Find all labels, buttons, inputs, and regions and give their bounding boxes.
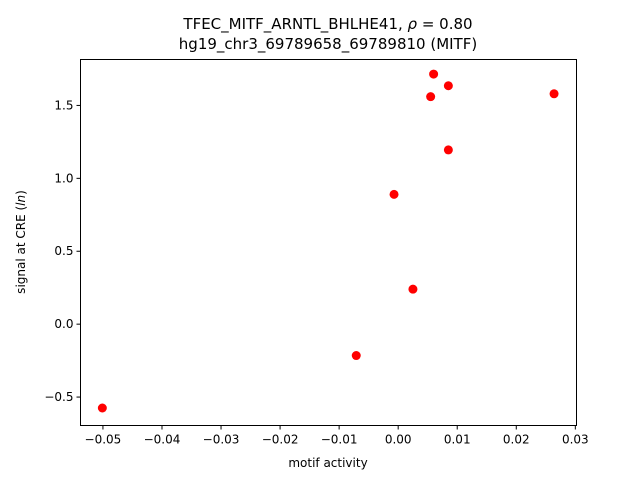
y-label-suffix: ) <box>14 190 28 195</box>
x-tick-label: 0.00 <box>385 433 412 447</box>
data-point <box>549 89 559 99</box>
x-axis-ticks: −0.05 −0.04 −0.03 −0.02 −0.01 0.00 0.01 0.02 0.0… <box>85 425 589 447</box>
data-point <box>426 92 436 102</box>
x-tick-label: 0.03 <box>562 433 589 447</box>
plot-area: −0.05 −0.04 −0.03 −0.02 −0.01 0.00 0.01 0.02 0.0… <box>44 59 589 447</box>
data-point <box>389 189 399 199</box>
x-tick-label: 0.02 <box>503 433 530 447</box>
y-tick-label: 0.5 <box>54 244 73 258</box>
y-label-ln: ln <box>14 195 28 206</box>
x-tick-label: −0.04 <box>144 433 181 447</box>
chart-title-line2: hg19_chr3_69789658_69789810 (MITF) <box>179 35 477 54</box>
title-rho: ρ <box>408 15 418 33</box>
data-point <box>351 351 361 361</box>
data-point <box>443 81 453 91</box>
x-axis-label: motif activity <box>288 456 367 470</box>
x-tick-label: −0.05 <box>85 433 122 447</box>
data-point <box>408 284 418 294</box>
y-tick-label: 1.5 <box>54 98 73 112</box>
y-tick-label: −0.5 <box>44 390 73 404</box>
x-tick-label: −0.01 <box>321 433 358 447</box>
y-axis-ticks: −0.5 0.0 0.5 1.0 1.5 <box>44 98 81 404</box>
title-prefix: TFEC_MITF_ARNTL_BHLHE41, <box>182 15 407 34</box>
y-axis-label: signal at CRE (ln) <box>14 190 28 294</box>
y-label-prefix: signal at CRE ( <box>14 206 28 294</box>
data-point <box>97 403 107 413</box>
x-tick-label: −0.02 <box>262 433 299 447</box>
y-tick-label: 1.0 <box>54 171 73 185</box>
data-point <box>429 69 439 79</box>
x-tick-label: −0.03 <box>203 433 240 447</box>
x-tick-label: 0.01 <box>444 433 471 447</box>
data-points <box>97 69 559 413</box>
chart-title-line1: TFEC_MITF_ARNTL_BHLHE41, ρ = 0.80 <box>182 15 472 34</box>
y-tick-label: 0.0 <box>54 317 73 331</box>
title-suffix: = 0.80 <box>417 15 473 33</box>
data-point <box>443 145 453 155</box>
plot-frame <box>80 59 577 426</box>
